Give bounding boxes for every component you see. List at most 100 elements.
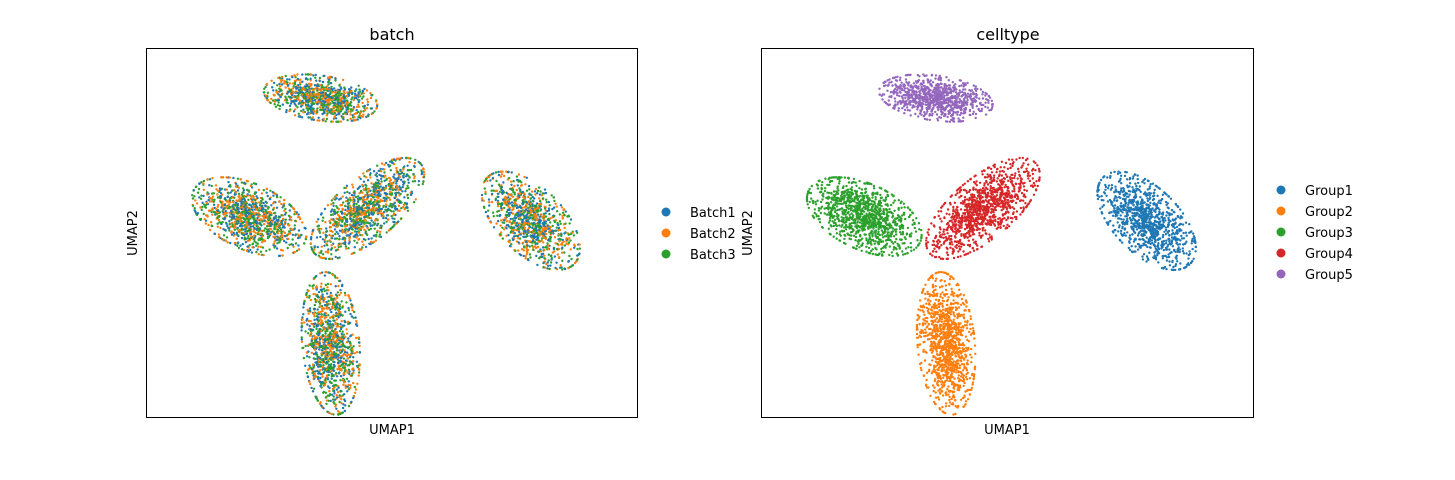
- data-point: [314, 293, 317, 296]
- data-point: [536, 245, 540, 249]
- data-point: [561, 243, 564, 246]
- data-point: [392, 220, 395, 224]
- data-point: [395, 166, 398, 170]
- data-point: [236, 177, 240, 180]
- data-point: [242, 248, 245, 252]
- data-point: [483, 179, 487, 182]
- data-point: [353, 239, 356, 242]
- data-point: [333, 111, 337, 115]
- data-point: [346, 332, 349, 335]
- data-point: [356, 382, 359, 385]
- data-point: [298, 236, 301, 239]
- data-point: [221, 176, 225, 179]
- data-point: [323, 312, 326, 315]
- data-point: [521, 190, 524, 194]
- data-point: [304, 77, 308, 81]
- data-point: [524, 257, 527, 260]
- data-point: [253, 192, 256, 196]
- data-point: [293, 114, 297, 117]
- data-point: [344, 386, 347, 389]
- data-point: [357, 105, 361, 109]
- data-point: [348, 223, 351, 226]
- data-point: [233, 226, 236, 230]
- data-point: [354, 112, 358, 115]
- data-point: [538, 215, 541, 218]
- data-point: [560, 266, 563, 269]
- data-point: [362, 172, 365, 175]
- data-point: [378, 173, 381, 177]
- data-point: [552, 247, 556, 251]
- data-point: [270, 231, 273, 234]
- data-point: [376, 193, 379, 197]
- data-point: [359, 248, 363, 251]
- data-point: [359, 114, 363, 118]
- data-point: [214, 184, 218, 187]
- data-point: [260, 192, 264, 195]
- data-point: [310, 386, 313, 390]
- data-point: [540, 239, 543, 242]
- data-point: [512, 229, 515, 232]
- data-point: [246, 237, 249, 240]
- data-point: [348, 192, 351, 195]
- data-point: [262, 189, 265, 192]
- data-point: [336, 100, 339, 103]
- data-point: [337, 386, 340, 389]
- data-point: [232, 176, 235, 180]
- data-point: [341, 208, 344, 212]
- data-point: [563, 267, 567, 271]
- data-point: [543, 257, 546, 260]
- data-point: [300, 109, 303, 113]
- data-point: [557, 226, 561, 230]
- data-point: [403, 180, 406, 183]
- data-point: [343, 324, 346, 327]
- data-point: [303, 321, 306, 324]
- data-point: [533, 240, 537, 244]
- data-point: [351, 96, 354, 99]
- data-point: [286, 246, 289, 250]
- data-point: [288, 209, 291, 212]
- data-point: [238, 198, 241, 202]
- data-point: [523, 211, 526, 214]
- data-point: [213, 211, 216, 214]
- data-point: [280, 214, 283, 217]
- data-point: [228, 229, 231, 232]
- data-point: [411, 180, 414, 183]
- data-point: [275, 222, 278, 226]
- data-point: [309, 242, 312, 245]
- data-point: [525, 219, 528, 223]
- data-point: [526, 244, 529, 247]
- data-point: [297, 94, 300, 97]
- data-point: [347, 103, 350, 107]
- data-point: [548, 267, 551, 271]
- data-point: [306, 323, 309, 326]
- data-point: [191, 204, 195, 207]
- data-point: [233, 220, 237, 224]
- data-point: [351, 186, 355, 189]
- data-point: [299, 88, 302, 91]
- data-point: [314, 73, 317, 77]
- data-point: [300, 93, 304, 96]
- data-point: [334, 353, 338, 356]
- data-point: [342, 92, 346, 95]
- data-point: [267, 206, 270, 209]
- data-point: [285, 109, 288, 112]
- data-point: [283, 198, 286, 202]
- data-point: [537, 250, 540, 253]
- data-point: [246, 188, 249, 192]
- data-point: [195, 213, 199, 216]
- data-point: [233, 228, 236, 231]
- data-point: [259, 250, 263, 253]
- data-point: [324, 93, 328, 96]
- data-point: [525, 201, 529, 204]
- data-point: [498, 214, 501, 218]
- data-point: [329, 210, 333, 213]
- data-point: [340, 242, 343, 245]
- data-point: [239, 178, 242, 181]
- data-point: [369, 176, 372, 179]
- data-point: [312, 102, 316, 105]
- data-point: [226, 241, 229, 244]
- data-point: [308, 107, 312, 111]
- data-point: [326, 76, 330, 79]
- data-point: [271, 208, 275, 211]
- data-point: [317, 311, 320, 314]
